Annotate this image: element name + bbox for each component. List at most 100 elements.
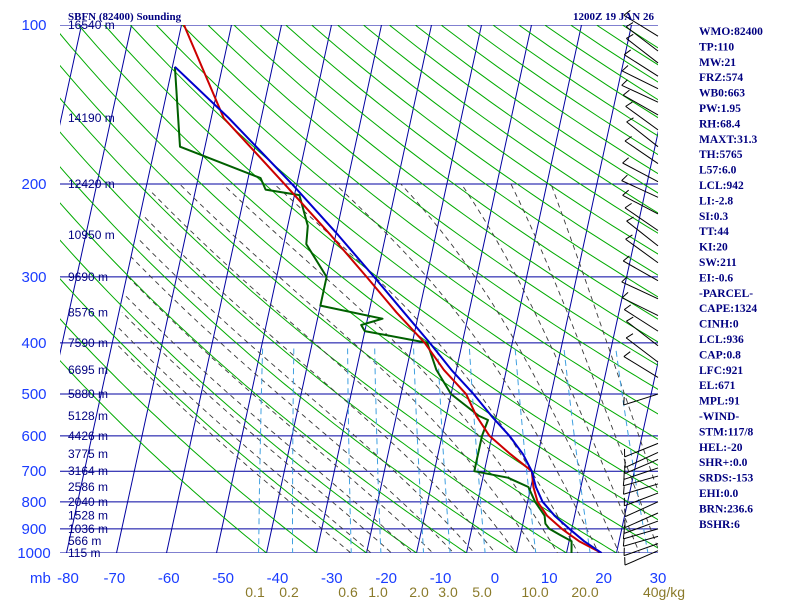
temperature-tick-label: -40	[267, 570, 289, 587]
moist-adiabat	[460, 183, 640, 553]
height-label: 7590 m	[68, 336, 108, 350]
dry-adiabat	[60, 33, 658, 521]
pressure-tick-label: 800	[21, 494, 46, 511]
wind-barb-flag	[624, 202, 632, 209]
index-line: EI:-0.6	[699, 272, 733, 284]
wind-barb-staff	[623, 475, 659, 487]
wind-barb-flag	[626, 216, 634, 222]
index-line: LI:-2.8	[699, 195, 733, 207]
wind-barb-staff	[626, 220, 659, 247]
height-label: 3164 m	[68, 464, 108, 478]
isotherm	[116, 25, 232, 553]
height-label: 566 m	[68, 534, 101, 548]
x-axis-label: mb	[30, 570, 51, 587]
wind-barb-flag	[622, 89, 630, 96]
wind-barb-staff	[621, 180, 659, 198]
mixing-ratio-line	[563, 348, 591, 553]
temperature-tick-label: 20	[595, 570, 612, 587]
wind-barb-staff	[622, 194, 659, 215]
wind-barb-staff	[624, 442, 659, 458]
index-line: CAP:0.8	[699, 349, 741, 361]
wind-barb-flag	[622, 538, 625, 547]
wind-barb-staff	[622, 162, 659, 183]
index-panel: WMO:82400 TP:110 MW:21 FRZ:574 WB0:663 PW:1.9…	[699, 26, 763, 531]
chart-date: 1200Z 19 JAN 26	[573, 11, 654, 23]
temperature-tick-label: -50	[212, 570, 234, 587]
index-line: SI:0.3	[699, 211, 728, 223]
wind-barb-flag	[626, 33, 634, 39]
height-label: 2040 m	[68, 495, 108, 509]
wind-barb-staff	[624, 550, 659, 566]
height-label: 115 m	[68, 546, 100, 560]
height-label: 16540 m	[68, 18, 115, 32]
index-line: FRZ:574	[699, 72, 743, 84]
moist-adiabat	[124, 294, 413, 553]
dewpoint-series-line	[173, 66, 573, 553]
wind-barb-staff	[623, 356, 659, 378]
isotherm	[216, 25, 332, 553]
dry-adiabat	[233, 25, 658, 343]
index-line: WMO:82400	[699, 26, 763, 38]
dry-adiabat	[60, 202, 468, 553]
moist-adiabat	[550, 183, 658, 493]
pressure-tick-label: 300	[21, 269, 46, 286]
temperature-series-line	[183, 25, 602, 553]
mixing-ratio-label: 5.0	[472, 584, 492, 600]
height-label: 12420 m	[68, 177, 115, 191]
temperature-tick-label: -80	[57, 570, 79, 587]
moist-adiabat	[222, 183, 559, 553]
moist-adiabat	[143, 215, 496, 553]
isotherm	[366, 25, 482, 553]
index-line: RH:68.4	[699, 118, 740, 130]
temperature-tick-label: 30	[650, 570, 667, 587]
index-line: KI:20	[699, 242, 728, 254]
wind-barb-flag	[621, 292, 629, 299]
wind-barb-staff	[623, 535, 659, 547]
dry-adiabat	[60, 239, 418, 553]
mixing-ratio-line	[437, 348, 451, 553]
index-line: BSHR:6	[699, 519, 740, 531]
mixing-ratio-label: 20.0	[571, 584, 598, 600]
dry-adiabat	[544, 25, 658, 101]
wind-barb-staff	[624, 458, 659, 474]
dry-adiabat	[518, 25, 658, 119]
dry-adiabat	[570, 25, 658, 83]
index-line: TH:5765	[699, 149, 743, 161]
wind-barb-flag	[621, 276, 628, 283]
wind-barb-flag	[622, 530, 625, 539]
wind-barb-flag	[623, 10, 631, 16]
wind-barb-flag	[625, 22, 634, 28]
index-line: BRN:236.6	[699, 503, 753, 515]
dry-adiabat	[155, 25, 658, 415]
wind-barb-staff	[624, 492, 659, 507]
wind-barb-flag	[626, 316, 634, 322]
isotherm	[566, 130, 658, 553]
moist-adiabat	[334, 183, 600, 553]
index-line: EL:671	[699, 380, 736, 392]
mixing-ratio-line	[413, 348, 425, 553]
isotherm	[60, 25, 132, 356]
wind-barb-staff	[623, 14, 659, 37]
pressure-tick-label: 500	[21, 386, 46, 403]
isotherm	[166, 25, 282, 553]
wind-barb-flag	[624, 136, 632, 142]
dry-adiabat	[78, 25, 658, 493]
dry-adiabat	[181, 25, 658, 390]
wind-barb-flag	[622, 477, 625, 486]
mixing-ratio-line	[468, 348, 486, 553]
index-line: L57:6.0	[699, 165, 737, 177]
height-label: 4426 m	[68, 429, 108, 443]
index-line: MAXT:31.3	[699, 134, 757, 146]
wind-barb-flag	[625, 101, 633, 107]
wind-barb-staff	[626, 38, 659, 64]
pressure-tick-label: 600	[21, 428, 46, 445]
chart-title: SBFN (82400) Sounding	[68, 11, 182, 23]
temperature-tick-label: -10	[430, 570, 452, 587]
moist-adiabat	[130, 256, 455, 553]
wind-barb-staff	[625, 451, 659, 468]
isotherm	[60, 25, 82, 127]
temperature-tick-label: 0	[491, 570, 499, 587]
pressure-tick-label: 100	[21, 17, 46, 34]
wind-barb-staff	[622, 94, 659, 116]
